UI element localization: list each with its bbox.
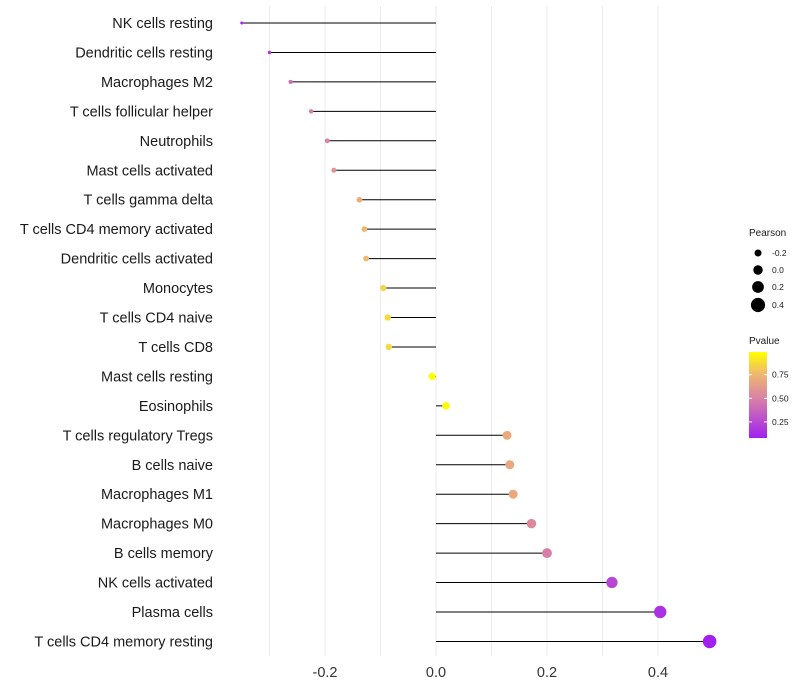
size-legend-items: -0.2 0.0 0.2 0.4 bbox=[750, 248, 787, 313]
category-label: Macrophages M1 bbox=[101, 487, 213, 503]
x-tick-label: 0.2 bbox=[537, 665, 557, 681]
lollipop-point bbox=[324, 138, 330, 144]
category-label: T cells CD4 memory resting bbox=[34, 634, 213, 650]
lollipop-point bbox=[505, 460, 515, 470]
lollipop-point bbox=[363, 255, 369, 262]
size-legend-label: 0.4 bbox=[772, 300, 784, 310]
category-labels: NK cells resting Dendritic cells resting M… bbox=[20, 16, 214, 650]
size-legend-dot bbox=[750, 297, 766, 313]
size-legend-dot bbox=[752, 281, 764, 293]
category-label: T cells CD4 naive bbox=[100, 311, 213, 327]
category-label: Monocytes bbox=[143, 281, 213, 297]
x-tick-label: 0.0 bbox=[426, 665, 446, 681]
category-label: T cells CD8 bbox=[138, 340, 213, 356]
lollipop-point bbox=[331, 167, 337, 173]
lollipop-point bbox=[267, 50, 272, 55]
lollipop-point bbox=[380, 284, 387, 292]
category-label: T cells gamma delta bbox=[84, 193, 214, 209]
lollipop-point bbox=[240, 21, 244, 25]
x-tick-labels: -0.2 0.0 0.2 0.4 bbox=[313, 665, 669, 681]
point-layer bbox=[240, 21, 717, 649]
category-label: Macrophages M2 bbox=[101, 75, 213, 91]
size-legend-dot bbox=[754, 249, 762, 257]
lollipop-point bbox=[442, 402, 450, 410]
lollipop-point bbox=[384, 314, 391, 321]
legend: Pearson -0.2 0.0 0.2 0.4 Pvalue 0.25 0.50 0.7… bbox=[749, 228, 789, 438]
lollipop-point bbox=[502, 430, 512, 440]
color-legend-title: Pvalue bbox=[749, 336, 780, 347]
category-label: Dendritic cells resting bbox=[75, 45, 213, 61]
lollipop-point bbox=[654, 605, 667, 619]
grid-layer bbox=[269, 6, 659, 656]
color-legend-label: 0.50 bbox=[772, 393, 789, 403]
lollipop-point bbox=[361, 226, 368, 233]
lollipop-point bbox=[508, 489, 518, 499]
x-tick-label: 0.4 bbox=[648, 665, 668, 681]
x-tick-label: -0.2 bbox=[313, 665, 338, 681]
lollipop-point bbox=[606, 576, 618, 589]
lollipop-point bbox=[308, 109, 314, 114]
category-label: NK cells activated bbox=[98, 576, 213, 592]
category-label: NK cells resting bbox=[112, 16, 213, 32]
color-legend-items: 0.25 0.50 0.75 bbox=[749, 370, 789, 427]
lollipop-point bbox=[702, 634, 717, 649]
lollipop-point bbox=[542, 548, 552, 559]
category-label: T cells follicular helper bbox=[70, 104, 213, 120]
category-label: T cells regulatory Tregs bbox=[63, 428, 213, 444]
category-label: B cells naive bbox=[132, 458, 213, 474]
category-label: Macrophages M0 bbox=[101, 517, 213, 533]
color-legend-bar bbox=[749, 352, 767, 438]
lollipop-point bbox=[288, 79, 293, 84]
color-legend-label: 0.75 bbox=[772, 370, 789, 380]
category-label: B cells memory bbox=[114, 546, 214, 562]
lollipop-point bbox=[385, 343, 392, 351]
category-label: Dendritic cells activated bbox=[61, 252, 213, 268]
stem-layer bbox=[241, 22, 710, 642]
color-legend-label: 0.25 bbox=[772, 417, 789, 427]
size-legend-label: 0.0 bbox=[772, 265, 784, 275]
category-label: Mast cells activated bbox=[86, 163, 213, 179]
category-label: T cells CD4 memory activated bbox=[20, 222, 213, 238]
category-label: Plasma cells bbox=[132, 605, 213, 621]
lollipop-point bbox=[526, 518, 537, 529]
size-legend-label: -0.2 bbox=[772, 248, 787, 258]
category-label: Neutrophils bbox=[140, 134, 213, 150]
size-legend-dot bbox=[753, 265, 763, 275]
size-legend-title: Pearson bbox=[749, 228, 786, 239]
category-label: Eosinophils bbox=[139, 399, 213, 415]
lollipop-point bbox=[356, 196, 363, 203]
category-label: Mast cells resting bbox=[101, 369, 213, 385]
lollipop-point bbox=[428, 372, 436, 381]
size-legend-label: 0.2 bbox=[772, 282, 784, 292]
